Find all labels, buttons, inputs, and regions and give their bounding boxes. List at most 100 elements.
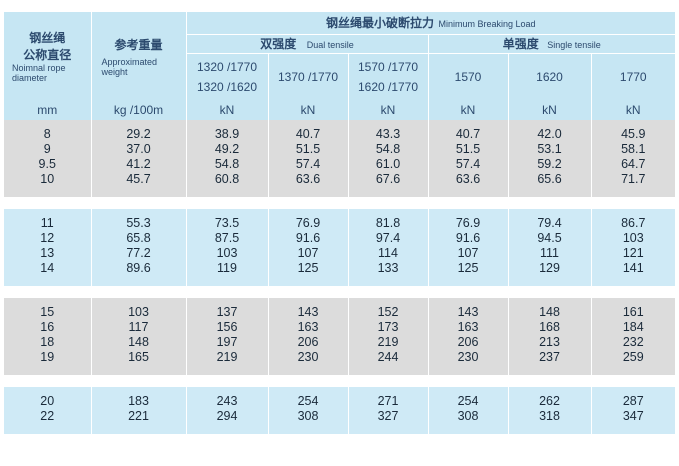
table-cell: 45.7 (126, 172, 151, 186)
table-cell: 141 (622, 261, 644, 275)
table-cell: 14 (40, 261, 55, 275)
unit-cell: kN (348, 100, 429, 120)
table-cell: 79.4 (537, 216, 562, 230)
column-cell: 29.2 37.0 41.2 45.7 (91, 120, 187, 197)
grade-dual-1: 1320 /1770 1320 /1620 (186, 53, 269, 100)
single-cn: 单强度 (502, 36, 539, 51)
table-cell: 114 (378, 246, 398, 260)
table-cell: 125 (457, 261, 479, 275)
table-cell: 125 (297, 261, 319, 275)
table-cell: 65.8 (126, 231, 151, 245)
table-cell: 318 (539, 409, 560, 423)
table-cell: 143 (297, 305, 319, 319)
table-cell: 143 (457, 305, 479, 319)
table-cell: 8 (43, 127, 51, 141)
table-cell: 77.2 (126, 246, 151, 260)
table-cell: 103 (216, 246, 238, 260)
table-cell: 230 (297, 350, 319, 364)
column-cell: 271 327 (348, 387, 429, 434)
unit-cell: kN (428, 100, 509, 120)
table-cell: 9.5 (38, 157, 56, 171)
column-cell: 40.7 51.5 57.4 63.6 (268, 120, 349, 197)
table-cell: 51.5 (455, 142, 481, 156)
row-group: 15 16 18 19 103 117 148 165 137 156 197 219 143 163 20… (4, 298, 676, 375)
table-cell: 347 (622, 409, 644, 423)
column-cell: 143 163 206 230 (428, 298, 509, 375)
table-cell: 54.8 (214, 157, 240, 171)
table-cell: 65.6 (537, 172, 562, 186)
table-cell: 221 (128, 409, 149, 423)
table-cell: 60.8 (214, 172, 240, 186)
diameter-cn-line2: 公称直径 (23, 48, 72, 62)
table-cell: 53.1 (537, 142, 562, 156)
mbl-en: Minimum Breaking Load (438, 18, 536, 29)
table-cell: 152 (377, 305, 399, 319)
table-cell: 29.2 (126, 127, 151, 141)
table-cell: 107 (457, 246, 479, 260)
table-cell: 45.9 (621, 127, 646, 141)
table-cell: 121 (622, 246, 644, 260)
table-cell: 73.5 (214, 216, 240, 230)
table-cell: 254 (297, 394, 319, 408)
grade-single-3: 1770 (591, 53, 676, 100)
group-separator (4, 375, 676, 387)
table-cell: 40.7 (455, 127, 481, 141)
column-cell: 11 12 13 14 (4, 209, 92, 286)
column-cell: 15 16 18 19 (4, 298, 92, 375)
weight-header: 参考重量 Approximated weight (91, 12, 187, 100)
table-cell: 206 (297, 335, 319, 349)
unit-cell: mm (4, 100, 92, 120)
unit-cell: kN (508, 100, 592, 120)
table-cell: 9 (43, 142, 51, 156)
column-cell: 38.9 49.2 54.8 60.8 (186, 120, 269, 197)
row-group: 11 12 13 14 55.3 65.8 77.2 89.6 73.5 87.5 103 119 76… (4, 209, 676, 286)
column-cell: 79.4 94.5 111 129 (508, 209, 592, 286)
diameter-header: 钢丝绳 公称直径 Noimnal rope diameter (4, 12, 92, 100)
diameter-en: Noimnal rope diameter (12, 63, 66, 83)
table-cell: 59.2 (537, 157, 562, 171)
table-cell: 76.9 (295, 216, 321, 230)
table-cell: 262 (539, 394, 560, 408)
table-cell: 161 (622, 305, 644, 319)
table-cell: 57.4 (455, 157, 481, 171)
table-cell: 287 (622, 394, 644, 408)
grade-dual-3: 1570 /1770 1620 /1770 (348, 53, 429, 100)
column-cell: 81.8 97.4 114 133 (348, 209, 429, 286)
table-cell: 41.2 (126, 157, 151, 171)
table-cell: 13 (40, 246, 55, 260)
column-cell: 45.9 58.1 64.7 71.7 (591, 120, 676, 197)
units-row: mm kg /100m kN kN kN kN kN kN (4, 100, 676, 120)
table-cell: 91.6 (295, 231, 321, 245)
table-cell: 86.7 (621, 216, 646, 230)
table-cell: 206 (457, 335, 479, 349)
table-cell: 308 (457, 409, 479, 423)
table-cell: 71.7 (621, 172, 646, 186)
table-cell: 183 (128, 394, 149, 408)
table-cell: 163 (297, 320, 319, 334)
unit-cell: kN (186, 100, 269, 120)
weight-cn: 参考重量 (114, 37, 163, 52)
column-cell: 76.9 91.6 107 125 (428, 209, 509, 286)
table-cell: 89.6 (126, 261, 151, 275)
table-cell: 63.6 (295, 172, 321, 186)
table-cell: 117 (128, 320, 149, 334)
unit-cell: kN (591, 100, 676, 120)
column-cell: 55.3 65.8 77.2 89.6 (91, 209, 187, 286)
table-cell: 327 (377, 409, 399, 423)
table-cell: 57.4 (295, 157, 321, 171)
table-cell: 54.8 (375, 142, 401, 156)
table-cell: 18 (40, 335, 55, 349)
table-cell: 232 (622, 335, 644, 349)
column-cell: 137 156 197 219 (186, 298, 269, 375)
table-cell: 259 (622, 350, 644, 364)
table-cell: 213 (539, 335, 560, 349)
table-cell: 37.0 (126, 142, 151, 156)
column-cell: 73.5 87.5 103 119 (186, 209, 269, 286)
table-cell: 184 (622, 320, 644, 334)
column-cell: 8 9 9.5 10 (4, 120, 92, 197)
table-cell: 271 (377, 394, 399, 408)
table-cell: 107 (297, 246, 319, 260)
column-cell: 76.9 91.6 107 125 (268, 209, 349, 286)
table-cell: 254 (457, 394, 479, 408)
column-cell: 254 308 (268, 387, 349, 434)
